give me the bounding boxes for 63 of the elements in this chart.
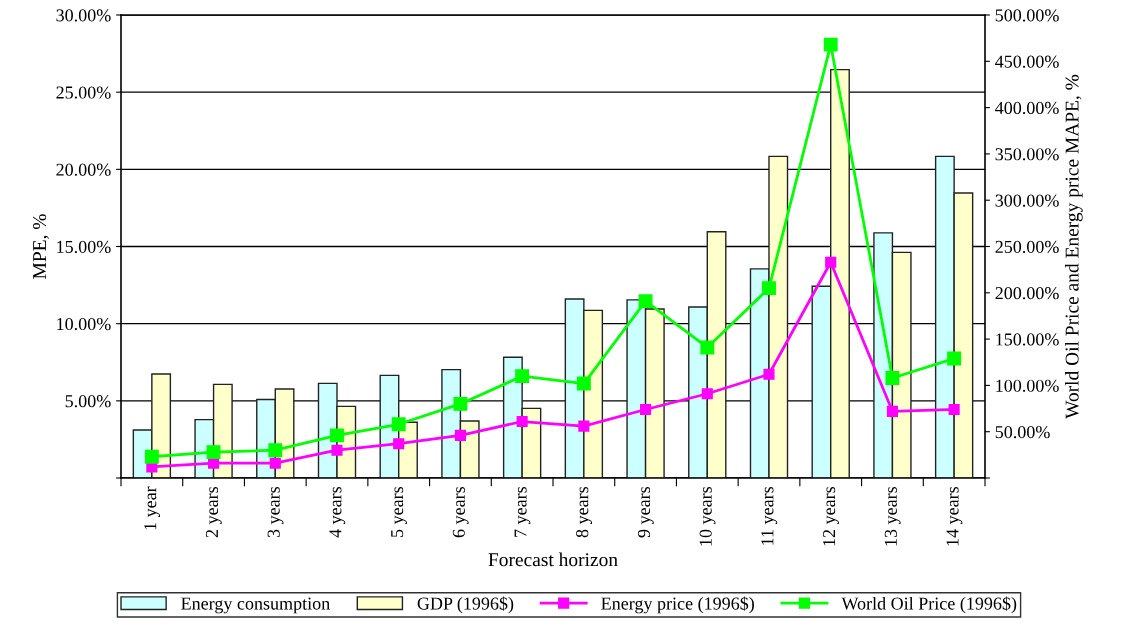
- point: [762, 281, 776, 296]
- y2-tick-label: 450.00%: [995, 55, 1059, 68]
- legend-label: Energy consumption: [181, 597, 330, 614]
- x-tick-label: 11 years: [761, 486, 778, 545]
- point: [453, 396, 468, 411]
- y2-tick-label: 150.00%: [996, 333, 1059, 346]
- point: [886, 405, 898, 417]
- point: [576, 376, 591, 391]
- point: [578, 420, 590, 432]
- y-axis-title: MPE, %: [32, 214, 49, 279]
- x-tick-label: 7 years: [514, 486, 531, 537]
- point: [393, 438, 405, 450]
- x-tick-label: 3 years: [267, 486, 284, 538]
- y2-tick-label: 400.00%: [995, 101, 1059, 115]
- y2-tick-label: 350.00%: [995, 148, 1059, 161]
- point: [885, 371, 900, 385]
- y-tick-label: 10.00%: [57, 317, 111, 331]
- x-tick-label: 6 years: [452, 486, 469, 538]
- point: [454, 429, 466, 441]
- y2-tick-label: 250.00%: [995, 240, 1059, 254]
- y-tick-label: 15.00%: [57, 240, 111, 254]
- y2-tick-label: 100.00%: [996, 379, 1059, 392]
- y2-tick-label: 500.00%: [995, 9, 1059, 22]
- x-tick-label: 12 years: [823, 486, 839, 546]
- x-tick-label: 1 year: [144, 486, 161, 530]
- point: [206, 445, 221, 460]
- point: [638, 294, 653, 309]
- point: [701, 388, 713, 400]
- point: [391, 417, 406, 432]
- x-tick-label: 4 years: [329, 486, 346, 538]
- x-tick-label: 10 years: [699, 486, 716, 546]
- legend-label: World Oil Price (1996$): [841, 596, 1017, 614]
- x-tick-label: 2 years: [205, 486, 222, 538]
- point: [948, 403, 960, 416]
- point: [700, 340, 715, 355]
- point: [640, 403, 652, 416]
- point: [331, 444, 343, 456]
- x-tick-label: 14 years: [946, 486, 963, 546]
- y-tick-label: 20.00%: [56, 163, 111, 176]
- point: [268, 443, 283, 458]
- x-tick-label: 13 years: [884, 486, 901, 546]
- legend-label: Energy price (1996$): [601, 596, 754, 614]
- x-tick-label: 5 years: [391, 486, 407, 537]
- point: [144, 449, 159, 464]
- point: [763, 368, 775, 380]
- y-tick-label: 5.00%: [65, 395, 111, 408]
- point: [825, 256, 837, 268]
- point: [269, 457, 281, 469]
- point: [516, 415, 528, 428]
- y2-tick-label: 300.00%: [995, 194, 1059, 207]
- y2-tick-label: 200.00%: [995, 287, 1059, 300]
- y2-tick-label: 50.00%: [995, 425, 1050, 439]
- x-tick-label: 9 years: [637, 486, 654, 538]
- x-axis-title: Forecast horizon: [488, 552, 618, 567]
- y2-axis-title: World Oil Price and Energy price MAPE, %: [1064, 74, 1083, 419]
- legend-label: GDP (1996$): [417, 596, 514, 614]
- x-tick-label: 8 years: [576, 486, 593, 538]
- y-tick-label: 25.00%: [56, 86, 111, 99]
- y-tick-label: 30.00%: [56, 9, 111, 22]
- point: [515, 369, 530, 384]
- point: [947, 351, 962, 366]
- point: [823, 37, 838, 52]
- point: [330, 428, 344, 443]
